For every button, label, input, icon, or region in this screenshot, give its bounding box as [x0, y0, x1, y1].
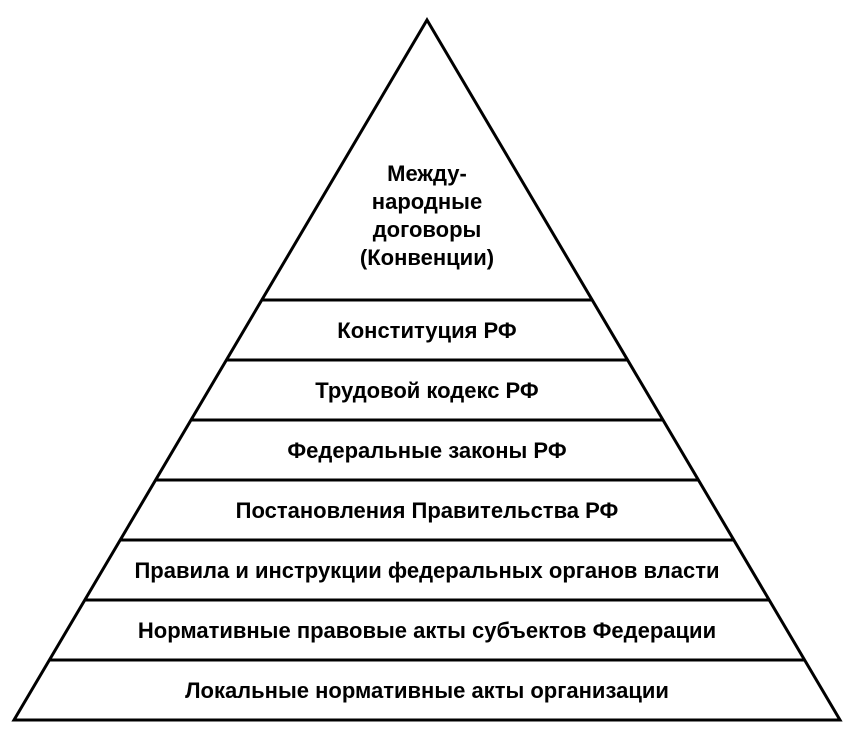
level-5: Постановления Правительства РФ [236, 498, 619, 523]
level-label: Локальные нормативные акты организации [185, 678, 669, 703]
level-label: (Конвенции) [360, 245, 494, 270]
level-3: Трудовой кодекс РФ [315, 378, 539, 403]
level-8: Локальные нормативные акты организации [185, 678, 669, 703]
level-2: Конституция РФ [337, 318, 517, 343]
level-label: договоры [373, 217, 482, 242]
level-label: Трудовой кодекс РФ [315, 378, 539, 403]
level-6: Правила и инструкции федеральных органов… [134, 558, 719, 583]
level-label: Федеральные законы РФ [287, 438, 566, 463]
level-label: Нормативные правовые акты субъектов Феде… [138, 618, 716, 643]
legal-hierarchy-pyramid: Между-народные договоры (Конвенции) Констит… [0, 0, 854, 738]
level-label: Постановления Правительства РФ [236, 498, 619, 523]
level-label: Правила и инструкции федеральных органов… [134, 558, 719, 583]
level-label: народные [372, 189, 482, 214]
level-label: Между- [387, 161, 467, 186]
level-7: Нормативные правовые акты субъектов Феде… [138, 618, 716, 643]
level-label: Конституция РФ [337, 318, 517, 343]
level-4: Федеральные законы РФ [287, 438, 566, 463]
